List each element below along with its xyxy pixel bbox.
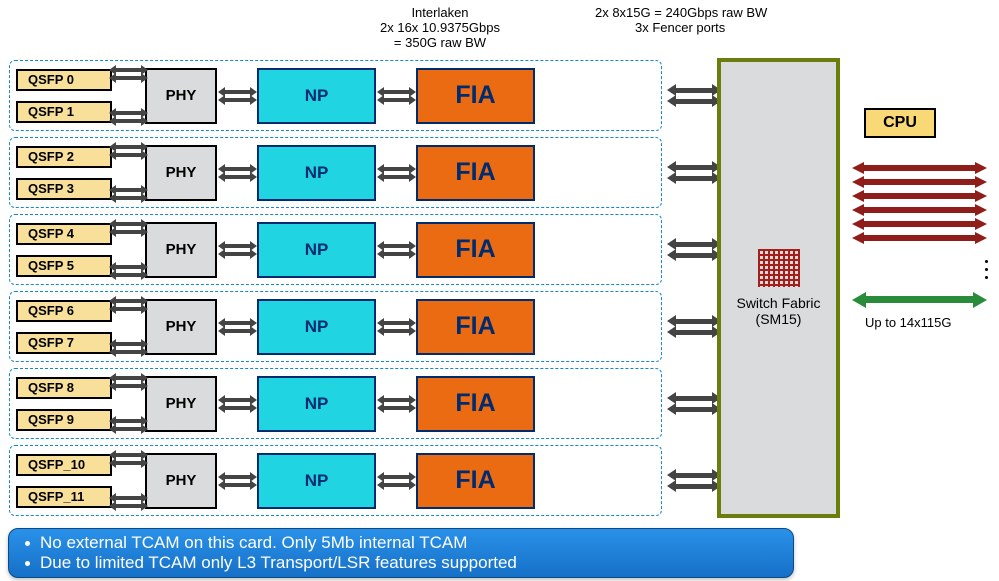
arrow-fia-fabric — [671, 471, 717, 491]
arrow-fia-fabric — [671, 394, 717, 414]
arrow-qsfp-phy — [112, 66, 145, 82]
fia-block-5: FIA — [416, 453, 535, 509]
phy-block-1: PHY — [145, 145, 217, 201]
red-arrow-4 — [852, 218, 987, 229]
arrow-qsfp-phy — [112, 494, 145, 510]
red-arrow-3 — [852, 204, 987, 215]
arrow-fia-fabric — [671, 86, 717, 106]
slice-4: QSFP 8 QSFP 9 PHY NP FIA — [9, 368, 662, 439]
qsfp-9: QSFP 9 — [16, 409, 112, 431]
fia-block-3: FIA — [416, 299, 535, 355]
arrow-qsfp-phy — [112, 109, 145, 125]
slice-2: QSFP 4 QSFP 5 PHY NP FIA — [9, 214, 662, 285]
fencer-line2: 3x Fencer ports — [595, 20, 725, 35]
arrow-np-fia — [380, 319, 413, 335]
red-arrow-0 — [852, 162, 987, 173]
arrow-phy-np — [221, 88, 254, 104]
red-arrow-2 — [852, 190, 987, 201]
note-box: No external TCAM on this card. Only 5Mb … — [8, 528, 794, 578]
slices-container: QSFP 0 QSFP 1 PHY NP FIA QSFP 2 QSFP 3 P… — [9, 60, 662, 516]
phy-block-4: PHY — [145, 376, 217, 432]
fia-block-1: FIA — [416, 145, 535, 201]
arrow-qsfp-phy — [112, 340, 145, 356]
qsfp-8: QSFP 8 — [16, 377, 112, 399]
fabric-label: Switch Fabric — [736, 295, 820, 311]
qsfp-10: QSFP_10 — [16, 454, 112, 476]
arrow-phy-np — [221, 396, 254, 412]
bw-label: Up to 14x115G — [865, 315, 951, 330]
np-block-2: NP — [257, 222, 376, 278]
fabric-grid-icon — [758, 249, 800, 287]
note-1: Due to limited TCAM only L3 Transport/LS… — [40, 553, 517, 573]
slice-3: QSFP 6 QSFP 7 PHY NP FIA — [9, 291, 662, 362]
qsfp-3: QSFP 3 — [16, 178, 112, 200]
green-bw-arrow — [852, 292, 987, 307]
arrow-qsfp-phy — [112, 220, 145, 236]
arrow-qsfp-phy — [112, 417, 145, 433]
arrow-qsfp-phy — [112, 374, 145, 390]
phy-block-5: PHY — [145, 453, 217, 509]
arrow-np-fia — [380, 242, 413, 258]
interlaken-line2: = 350G raw BW — [394, 35, 486, 50]
header-annotations: Interlaken 2x 16x 10.9375Gbps = 350G raw… — [295, 5, 767, 50]
fia-block-4: FIA — [416, 376, 535, 432]
arrow-qsfp-phy — [112, 297, 145, 313]
qsfp-4: QSFP 4 — [16, 223, 112, 245]
qsfp-5: QSFP 5 — [16, 255, 112, 277]
switch-fabric: Switch Fabric (SM15) — [717, 58, 840, 518]
arrow-np-fia — [380, 165, 413, 181]
red-arrow-1 — [852, 176, 987, 187]
np-block-3: NP — [257, 299, 376, 355]
note-0: No external TCAM on this card. Only 5Mb … — [40, 533, 467, 553]
qsfp-7: QSFP 7 — [16, 332, 112, 354]
ellipsis-dots — [985, 260, 988, 279]
slice-1: QSFP 2 QSFP 3 PHY NP FIA — [9, 137, 662, 208]
qsfp-2: QSFP 2 — [16, 146, 112, 168]
fencer-line1: 2x 8x15G = 240Gbps raw BW — [595, 5, 767, 20]
phy-block-3: PHY — [145, 299, 217, 355]
np-block-5: NP — [257, 453, 376, 509]
arrow-qsfp-phy — [112, 263, 145, 279]
arrow-qsfp-phy — [112, 186, 145, 202]
red-arrow-group — [852, 162, 987, 243]
slice-0: QSFP 0 QSFP 1 PHY NP FIA — [9, 60, 662, 131]
arrow-phy-np — [221, 473, 254, 489]
arrow-np-fia — [380, 473, 413, 489]
arrow-fia-fabric — [671, 240, 717, 260]
arrow-phy-np — [221, 165, 254, 181]
fia-block-0: FIA — [416, 68, 535, 124]
interlaken-title: Interlaken — [411, 5, 468, 20]
cpu-block: CPU — [864, 108, 936, 138]
arrow-phy-np — [221, 242, 254, 258]
slice-5: QSFP_10 QSFP_11 PHY NP FIA — [9, 445, 662, 516]
np-block-4: NP — [257, 376, 376, 432]
phy-block-2: PHY — [145, 222, 217, 278]
qsfp-0: QSFP 0 — [16, 69, 112, 91]
arrow-fia-fabric — [671, 163, 717, 183]
arrow-qsfp-phy — [112, 451, 145, 467]
arrow-np-fia — [380, 396, 413, 412]
arrow-fia-fabric — [671, 317, 717, 337]
interlaken-line1: 2x 16x 10.9375Gbps — [380, 20, 500, 35]
qsfp-11: QSFP_11 — [16, 486, 112, 508]
phy-block-0: PHY — [145, 68, 217, 124]
np-block-0: NP — [257, 68, 376, 124]
arrow-np-fia — [380, 88, 413, 104]
fia-block-2: FIA — [416, 222, 535, 278]
np-block-1: NP — [257, 145, 376, 201]
red-arrow-5 — [852, 232, 987, 243]
qsfp-6: QSFP 6 — [16, 300, 112, 322]
fabric-sublabel: (SM15) — [736, 311, 820, 327]
arrow-qsfp-phy — [112, 143, 145, 159]
qsfp-1: QSFP 1 — [16, 101, 112, 123]
arrow-phy-np — [221, 319, 254, 335]
